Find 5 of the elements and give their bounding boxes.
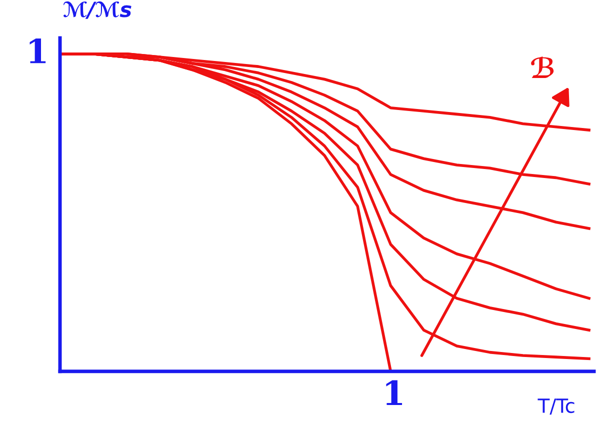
x-axis-title: T/Tc [538, 398, 574, 415]
y-axis-title: ℳ/ℳs [63, 1, 132, 19]
annotation: ℬ [531, 56, 554, 78]
text: 1 [30, 38, 46, 64]
text: 1 [386, 380, 402, 406]
